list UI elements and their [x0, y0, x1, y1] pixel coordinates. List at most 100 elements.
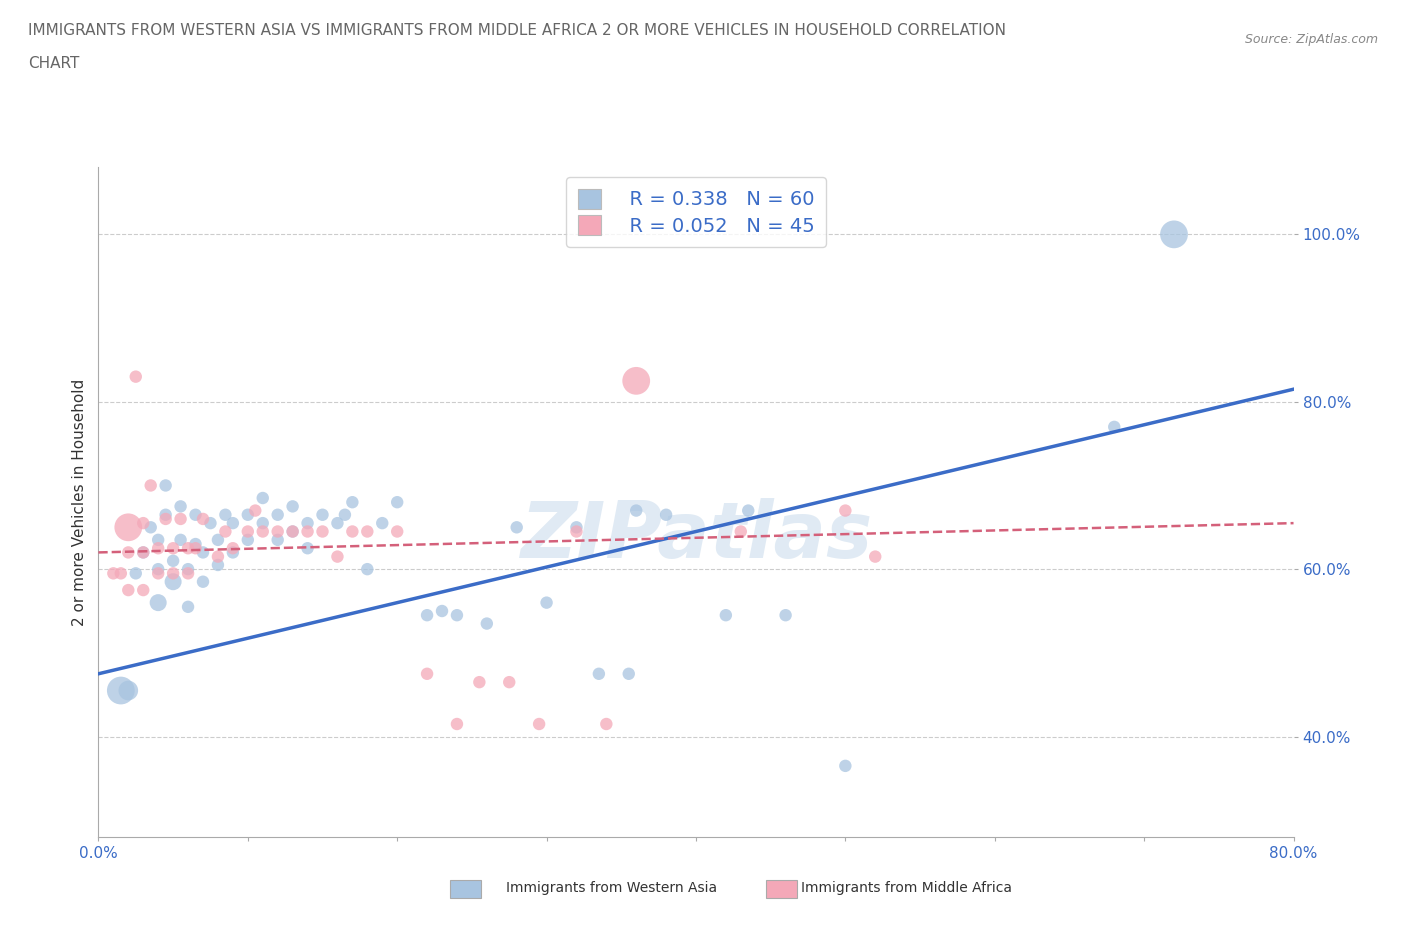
Point: [624, 503, 647, 518]
Point: [281, 525, 304, 539]
Legend:   R = 0.338   N = 60,   R = 0.052   N = 45: R = 0.338 N = 60, R = 0.052 N = 45: [567, 177, 825, 247]
Point: [297, 516, 319, 531]
Point: [834, 759, 856, 774]
Point: [236, 532, 259, 547]
Point: [245, 503, 267, 518]
Point: [430, 604, 453, 618]
Point: [617, 667, 640, 682]
Point: [207, 532, 229, 547]
Point: [714, 608, 737, 623]
Point: [139, 478, 162, 493]
Point: [775, 608, 797, 623]
Point: [385, 525, 409, 539]
Point: [125, 369, 148, 384]
Point: [139, 520, 162, 535]
Point: [117, 582, 139, 598]
Text: CHART: CHART: [28, 56, 80, 71]
Point: [222, 545, 245, 560]
Point: [191, 575, 214, 590]
Point: [169, 512, 191, 526]
Point: [252, 516, 274, 531]
Point: [222, 541, 245, 556]
Point: [117, 520, 139, 535]
Point: [536, 595, 558, 610]
Point: [333, 508, 356, 523]
Point: [297, 525, 319, 539]
Point: [834, 503, 856, 518]
Point: [177, 562, 200, 577]
Point: [281, 525, 304, 539]
Text: Immigrants from Middle Africa: Immigrants from Middle Africa: [801, 881, 1012, 896]
Point: [446, 717, 468, 732]
Point: [162, 553, 184, 568]
Point: [132, 516, 155, 531]
Point: [184, 508, 207, 523]
Point: [297, 541, 319, 556]
Point: [103, 565, 125, 580]
Point: [311, 525, 333, 539]
Point: [117, 545, 139, 560]
Point: [588, 667, 610, 682]
Point: [865, 549, 887, 564]
Point: [236, 525, 259, 539]
Text: Source: ZipAtlas.com: Source: ZipAtlas.com: [1244, 33, 1378, 46]
Point: [1163, 227, 1185, 242]
Point: [655, 508, 678, 523]
Text: IMMIGRANTS FROM WESTERN ASIA VS IMMIGRANTS FROM MIDDLE AFRICA 2 OR MORE VEHICLES: IMMIGRANTS FROM WESTERN ASIA VS IMMIGRAN…: [28, 23, 1007, 38]
Point: [326, 516, 349, 531]
Point: [222, 516, 245, 531]
Point: [371, 516, 394, 531]
Point: [730, 525, 752, 539]
Point: [385, 495, 409, 510]
Point: [236, 508, 259, 523]
Point: [191, 545, 214, 560]
Point: [342, 525, 364, 539]
Point: [148, 562, 170, 577]
Point: [169, 532, 191, 547]
Point: [342, 495, 364, 510]
Point: [356, 525, 378, 539]
Point: [191, 512, 214, 526]
Point: [132, 545, 155, 560]
Point: [498, 675, 520, 690]
Y-axis label: 2 or more Vehicles in Household: 2 or more Vehicles in Household: [72, 379, 87, 626]
Point: [162, 565, 184, 580]
Point: [110, 683, 132, 698]
Point: [200, 516, 222, 531]
Point: [1104, 419, 1126, 434]
Point: [132, 582, 155, 598]
Point: [177, 600, 200, 615]
Point: [311, 508, 333, 523]
Point: [281, 499, 304, 514]
Point: [148, 541, 170, 556]
Point: [207, 558, 229, 573]
Point: [624, 374, 647, 389]
Point: [252, 491, 274, 506]
Point: [416, 667, 439, 682]
Point: [110, 565, 132, 580]
Point: [117, 683, 139, 698]
Point: [214, 525, 236, 539]
Text: Immigrants from Western Asia: Immigrants from Western Asia: [506, 881, 717, 896]
Point: [527, 717, 550, 732]
Text: ZIPatlas: ZIPatlas: [520, 498, 872, 574]
Point: [595, 717, 617, 732]
Point: [177, 541, 200, 556]
Point: [155, 508, 177, 523]
Point: [565, 525, 588, 539]
Point: [565, 520, 588, 535]
Point: [155, 478, 177, 493]
Point: [506, 520, 529, 535]
Point: [155, 512, 177, 526]
Point: [162, 541, 184, 556]
Point: [148, 565, 170, 580]
Point: [125, 565, 148, 580]
Point: [326, 549, 349, 564]
Point: [475, 617, 498, 631]
Point: [214, 508, 236, 523]
Point: [148, 595, 170, 610]
Point: [169, 499, 191, 514]
Point: [267, 532, 290, 547]
Point: [207, 549, 229, 564]
Point: [446, 608, 468, 623]
